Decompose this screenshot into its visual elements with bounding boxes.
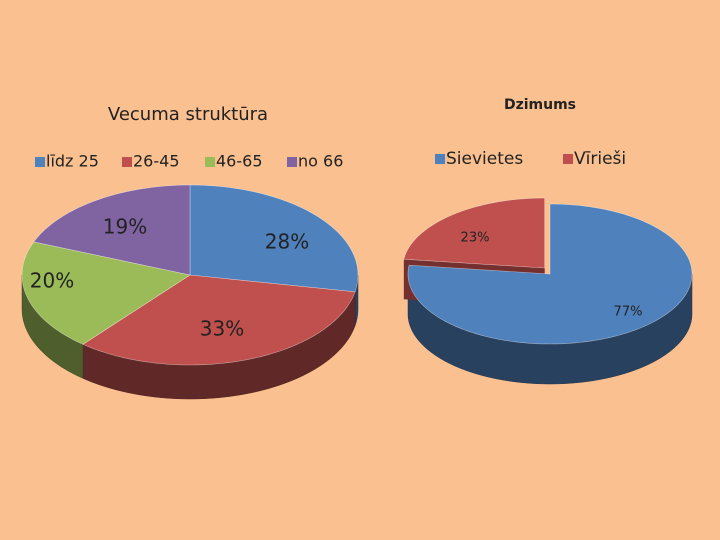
legend-swatch xyxy=(205,157,215,167)
pie-slice xyxy=(403,197,546,269)
legend-label: līdz 25 xyxy=(46,152,99,171)
legend-swatch xyxy=(435,154,445,164)
chart-title: Dzimums xyxy=(504,97,576,113)
legend-swatch xyxy=(122,157,132,167)
pie-slice xyxy=(33,184,191,276)
data-label: 20% xyxy=(30,269,74,293)
legend-label: 46-65 xyxy=(216,152,263,171)
data-label: 19% xyxy=(103,215,147,239)
legend-label: 26-45 xyxy=(133,152,180,171)
pie-slice xyxy=(82,274,356,366)
data-label: 77% xyxy=(614,305,643,320)
data-label: 23% xyxy=(461,231,490,246)
chart-title: Vecuma struktūra xyxy=(108,104,268,125)
pie-slice xyxy=(21,241,191,345)
legend-swatch xyxy=(35,157,45,167)
pie-slice xyxy=(189,184,359,293)
data-label: 28% xyxy=(265,230,309,254)
data-label: 33% xyxy=(200,317,244,341)
legend-label: no 66 xyxy=(298,152,343,171)
legend-swatch xyxy=(563,154,573,164)
legend-label: Sievietes xyxy=(446,149,523,169)
legend-swatch xyxy=(287,157,297,167)
legend-label: Vīrieši xyxy=(574,149,626,169)
pie-slice xyxy=(407,203,693,345)
